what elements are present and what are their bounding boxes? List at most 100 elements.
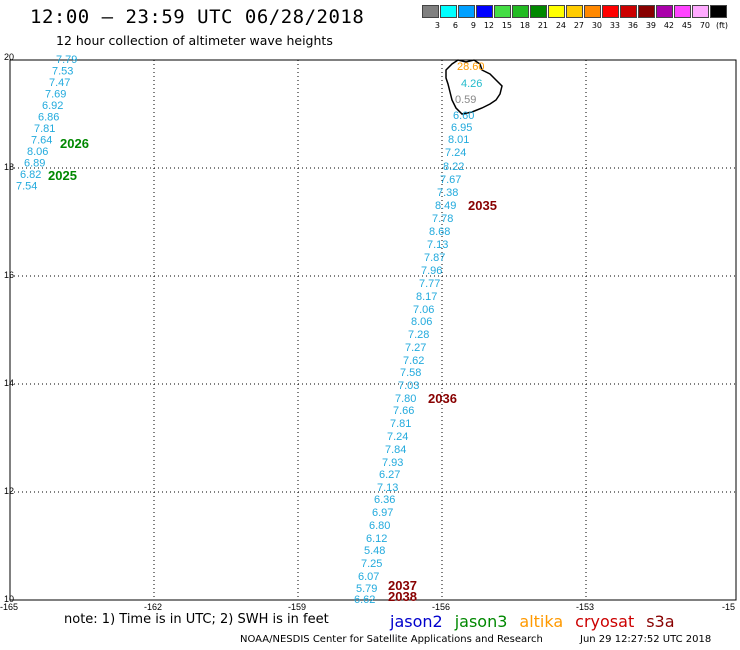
- x-tick: -156: [432, 602, 450, 612]
- wave-reading: 7.79: [56, 54, 77, 66]
- wave-reading: 7.81: [34, 123, 55, 135]
- wave-reading: 6.89: [24, 158, 45, 170]
- generation-timestamp: Jun 29 12:27:52 UTC 2018: [580, 634, 712, 645]
- legend-label: 33: [609, 21, 620, 30]
- wave-reading: 6.92: [42, 100, 63, 112]
- wave-reading: 6.36: [374, 494, 395, 506]
- wave-reading: 6.60: [453, 110, 474, 122]
- wave-reading: 6.86: [38, 112, 59, 124]
- page-title: 12:00 – 23:59 UTC 06/28/2018: [30, 6, 365, 28]
- y-tick: 14: [4, 378, 14, 388]
- wave-reading: 7.77: [419, 278, 440, 290]
- wave-reading: 6.95: [451, 122, 472, 134]
- wave-reading: 6.27: [379, 469, 400, 481]
- x-tick: -165: [0, 602, 18, 612]
- pass-time-label: 2037: [388, 578, 417, 593]
- wave-reading: 7.13: [377, 482, 398, 494]
- page-subtitle: 12 hour collection of altimeter wave hei…: [56, 33, 333, 48]
- wave-reading: 28.60: [457, 61, 485, 73]
- wave-reading: 7.53: [52, 66, 73, 78]
- legend-label: 24: [555, 21, 566, 30]
- legend-swatch: [548, 5, 565, 18]
- wave-reading: 7.03: [398, 380, 419, 392]
- wave-reading: 8.49: [435, 200, 456, 212]
- x-axis-labels: -165 -162 -159 -156 -153 -15: [0, 602, 735, 612]
- wave-reading: 8.22: [443, 161, 464, 173]
- legend-label: 36: [627, 21, 638, 30]
- legend-swatch: [476, 5, 493, 18]
- legend-swatch: [620, 5, 637, 18]
- legend-label: 6: [452, 21, 458, 30]
- west-track: 7.797.537.477.696.926.867.817.648.066.89…: [16, 54, 77, 193]
- legend-label: 30: [591, 21, 602, 30]
- legend-label: 18: [519, 21, 530, 30]
- y-tick: 10: [4, 594, 14, 604]
- wave-reading: 7.58: [400, 367, 421, 379]
- wave-reading: 8.06: [411, 316, 432, 328]
- legend-swatch: [674, 5, 691, 18]
- wave-reading: 7.62: [403, 355, 424, 367]
- legend-swatch: [458, 5, 475, 18]
- legend-label: (ft): [715, 21, 728, 30]
- satellite-legend: jason2 jason3 altika cryosat s3a: [390, 612, 687, 631]
- pass-time-label: 2025: [48, 168, 77, 183]
- wave-reading: 0.59: [455, 94, 476, 106]
- legend-label: 12: [483, 21, 494, 30]
- legend-label: 39: [645, 21, 656, 30]
- legend-swatch: [584, 5, 601, 18]
- wave-reading: 6.07: [358, 571, 379, 583]
- legend-swatch: [602, 5, 619, 18]
- wave-reading: 6.80: [369, 520, 390, 532]
- legend-swatch: [638, 5, 655, 18]
- wave-reading: 7.96: [421, 265, 442, 277]
- pass-time-label: 2036: [428, 391, 457, 406]
- y-tick: 18: [4, 162, 14, 172]
- legend-swatch: [710, 5, 727, 18]
- wave-reading: 6.97: [372, 507, 393, 519]
- wave-reading: 7.66: [393, 405, 414, 417]
- wave-reading: 7.28: [408, 329, 429, 341]
- wave-reading: 8.68: [429, 226, 450, 238]
- wave-reading: 7.13: [427, 239, 448, 251]
- legend-swatch: [692, 5, 709, 18]
- y-axis-labels: 20 18 16 14 12 10: [4, 52, 14, 604]
- x-tick: -162: [144, 602, 162, 612]
- satellite-jason3: jason3: [454, 612, 508, 631]
- legend-label: 27: [573, 21, 584, 30]
- wave-reading: 7.67: [440, 174, 461, 186]
- y-tick: 12: [4, 486, 14, 496]
- legend-label: 21: [537, 21, 548, 30]
- satellite-altika: altika: [519, 612, 564, 631]
- wave-reading: 7.38: [437, 187, 458, 199]
- wave-reading: 8.17: [416, 291, 437, 303]
- x-tick: -159: [288, 602, 306, 612]
- map-frame: [9, 59, 737, 601]
- wave-reading: 7.64: [31, 135, 52, 147]
- main-track: 28.604.260.596.606.958.017.248.227.677.3…: [354, 61, 485, 606]
- map-grid: [10, 60, 736, 600]
- wave-reading: 7.81: [390, 418, 411, 430]
- wave-reading: 7.27: [405, 342, 426, 354]
- credit-text: NOAA/NESDIS Center for Satellite Applica…: [240, 634, 543, 645]
- wave-reading: 6.82: [20, 169, 41, 181]
- wave-reading: 7.84: [385, 444, 406, 456]
- legend-swatch: [440, 5, 457, 18]
- satellite-s3a: s3a: [646, 612, 675, 631]
- x-tick: -15: [722, 602, 735, 612]
- legend-label: 42: [663, 21, 674, 30]
- wave-reading: 7.69: [45, 89, 66, 101]
- legend-swatch: [422, 5, 439, 18]
- wave-reading: 5.79: [356, 583, 377, 595]
- legend-label: 9: [470, 21, 476, 30]
- legend-labels: 3 6 9 12 15 18 21 24 27 30 33 36 39 42 45 70 (ft): [422, 21, 728, 30]
- color-legend: 3 6 9 12 15 18 21 24 27 30 33 36 39 42 45 70 (ft): [422, 5, 728, 30]
- y-tick: 20: [4, 52, 14, 62]
- wave-reading: 7.25: [361, 558, 382, 570]
- units-note: note: 1) Time is in UTC; 2) SWH is in fe…: [64, 612, 329, 627]
- wave-reading: 7.78: [432, 213, 453, 225]
- pass-time-label: 2035: [468, 198, 497, 213]
- satellite-jason2: jason2: [390, 612, 443, 631]
- wave-reading: 7.80: [395, 393, 416, 405]
